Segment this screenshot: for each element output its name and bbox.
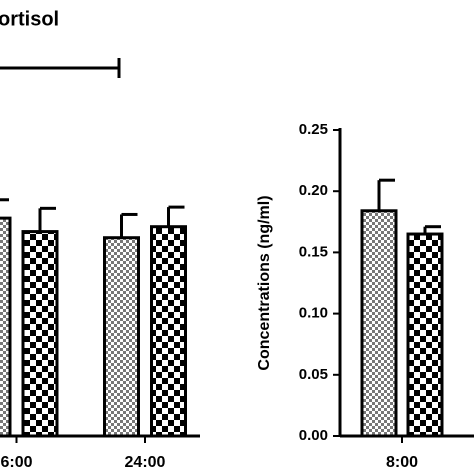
bar (103, 236, 140, 438)
bar (360, 209, 398, 438)
y-axis-label: Concentrations (ng/ml) (256, 195, 273, 370)
chart-title: ortisol (0, 8, 59, 30)
y-tick-label: 0.25 (299, 121, 328, 138)
bar (0, 216, 12, 438)
x-tick-label: 24:00 (125, 454, 166, 471)
y-tick-label: 0.15 (299, 243, 328, 260)
y-tick-label: 0.05 (299, 366, 328, 383)
x-tick-label: 6:00 (0, 454, 32, 471)
y-tick-label: 0.00 (299, 427, 328, 444)
bar (406, 232, 444, 438)
bar (21, 230, 59, 438)
y-tick-label: 0.20 (299, 182, 328, 199)
x-tick-label: 8:00 (386, 454, 418, 471)
time-bar (0, 58, 121, 78)
bar (150, 225, 187, 438)
y-tick-label: 0.10 (299, 305, 328, 322)
